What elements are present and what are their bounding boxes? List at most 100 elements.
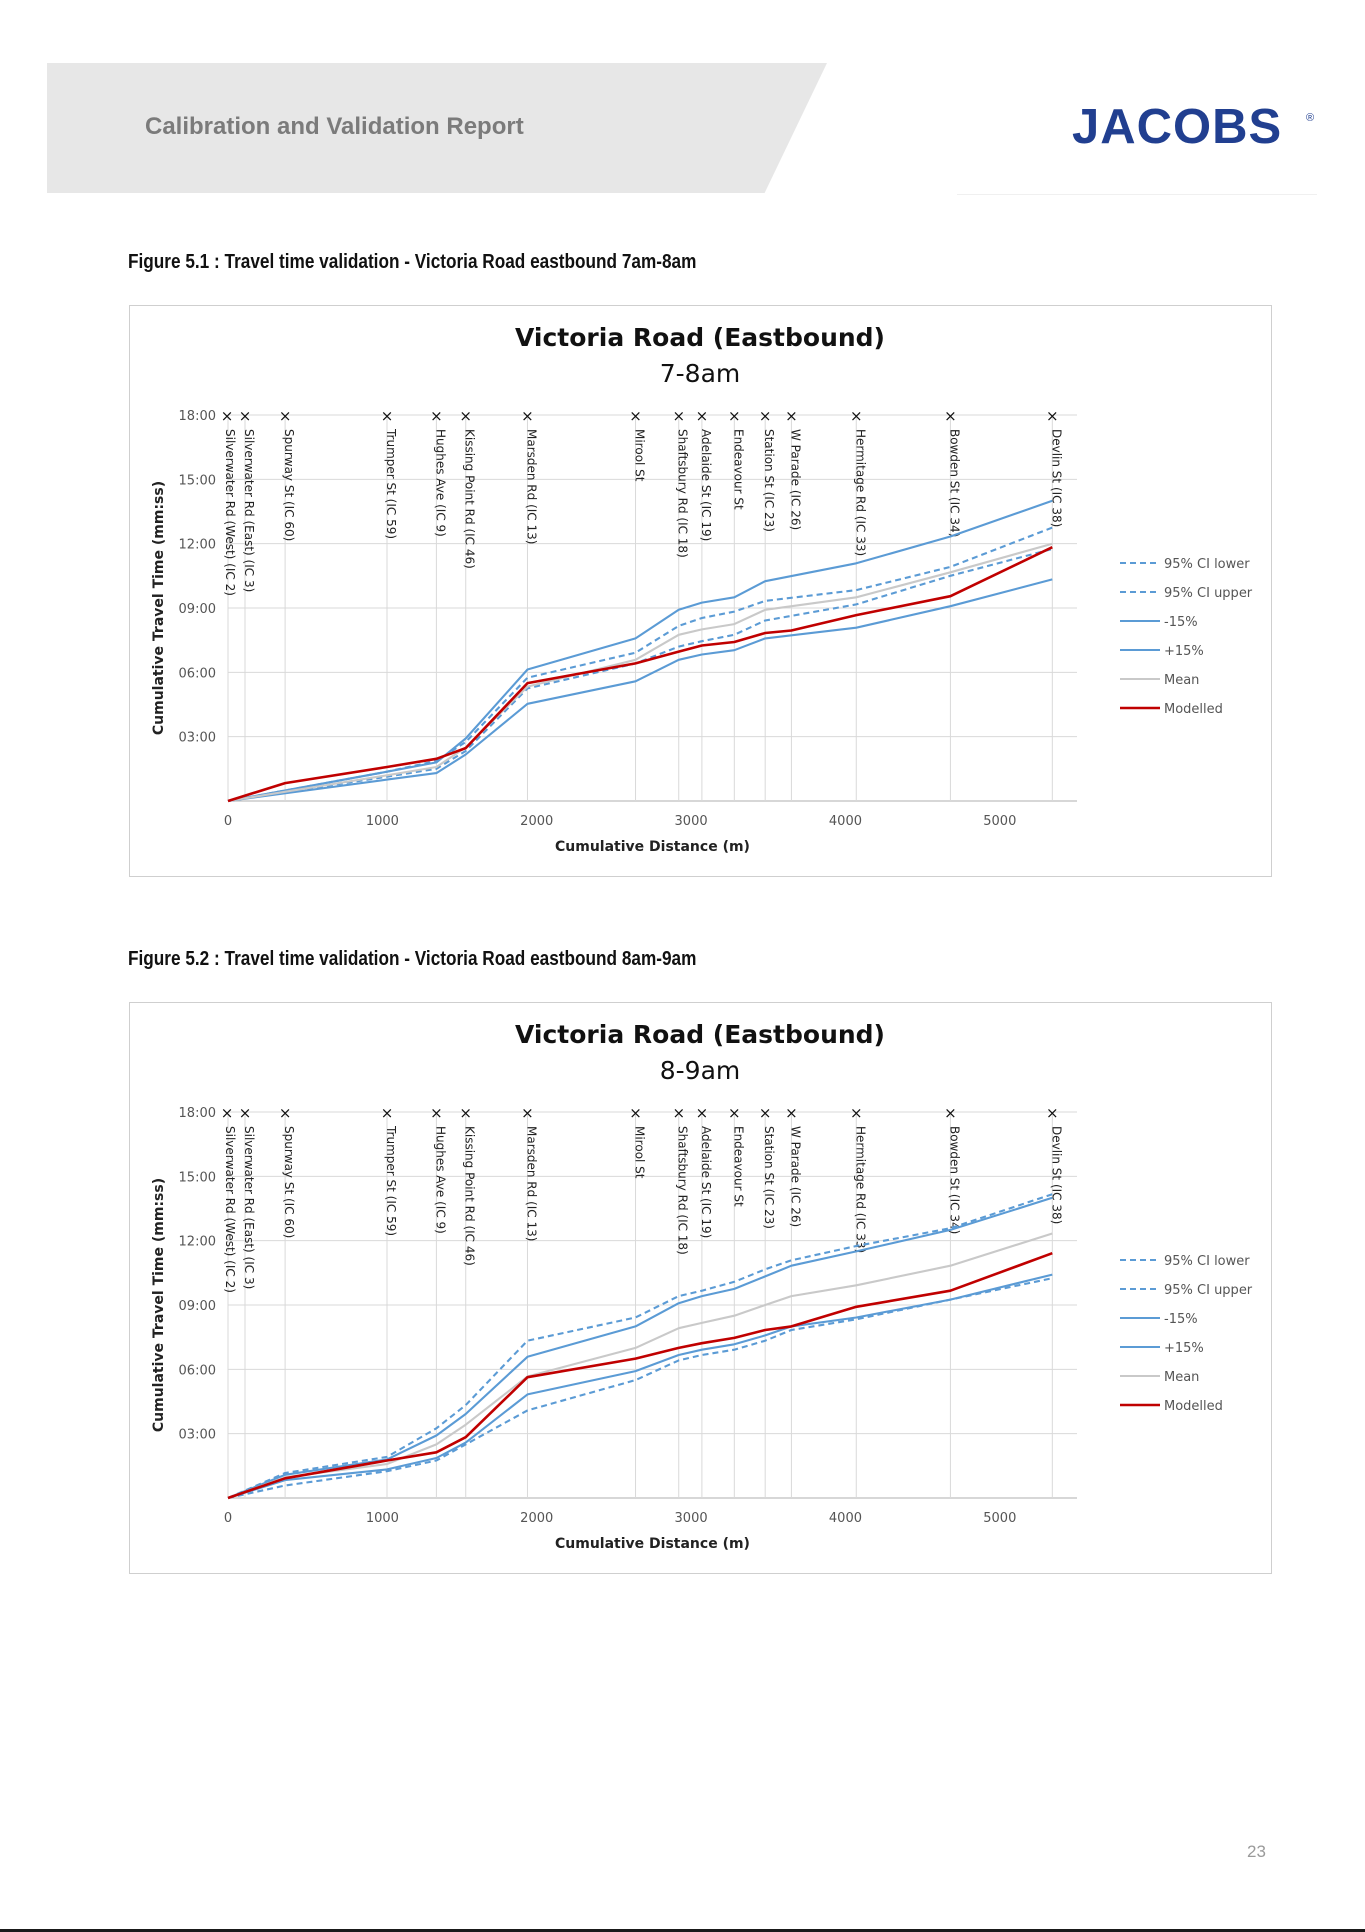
marker-label: Silverwater Rd (East) (IC 3) (242, 1126, 256, 1289)
marker-label: Shaftsbury Rd (IC 18) (676, 429, 690, 558)
marker-label: Endeavour St (731, 1126, 745, 1207)
marker-label: Hermitage Rd (IC 33) (853, 429, 867, 556)
marker-x: × (850, 407, 863, 425)
marker-label: Trumper St (IC 59) (384, 1125, 398, 1236)
marker-x: × (696, 407, 709, 425)
marker-label: Bowden St (IC 34) (947, 1126, 961, 1234)
jacobs-logo: JACOBS (1072, 100, 1283, 154)
marker-label: Kissing Point Rd (IC 46) (463, 1126, 477, 1266)
series-line--15- (227, 1196, 1053, 1499)
marker-x: × (629, 1104, 642, 1122)
marker-x: × (672, 1104, 685, 1122)
x-tick-label: 1000 (366, 814, 399, 829)
chart-frame-2: Victoria Road (Eastbound) 8-9am 03:00 06:00… (129, 1002, 1272, 1574)
chart-subtitle: 7-8am (660, 359, 741, 388)
y-axis-label: Cumulative Travel Time (mm:ss) (151, 481, 167, 735)
marker-x: × (759, 1104, 772, 1122)
bottom-rule (0, 1929, 1365, 1932)
y-tick-label: 18:00 (179, 409, 216, 424)
marker-label: Station St (IC 23) (762, 429, 776, 532)
marker-x: × (521, 407, 534, 425)
series-line-95-ci-upper (227, 1193, 1053, 1499)
marker-x: × (221, 407, 234, 425)
legend-label: -15% (1164, 615, 1198, 630)
y-tick-label: 06:00 (179, 1363, 216, 1378)
marker-x: × (728, 1104, 741, 1122)
marker-x: × (850, 1104, 863, 1122)
marker-x: × (944, 407, 957, 425)
series-line-95-ci-lower (227, 547, 1053, 803)
marker-x: × (239, 407, 252, 425)
marker-x: × (381, 407, 394, 425)
marker-x: × (279, 407, 292, 425)
y-tick-label: 09:00 (179, 1299, 216, 1314)
series-line-95-ci-upper (227, 526, 1053, 803)
x-tick-label: 2000 (520, 1511, 553, 1526)
marker-label: Marsden Rd (IC 13) (524, 429, 538, 544)
series-line-95-ci-lower (227, 1277, 1053, 1500)
x-tick-label: 3000 (675, 1511, 708, 1526)
marker-x: × (629, 407, 642, 425)
marker-label: Adelaide St (IC 19) (699, 1126, 713, 1238)
legend-label: Modelled (1164, 702, 1223, 717)
x-tick-label: 2000 (520, 814, 553, 829)
x-tick-label: 3000 (675, 814, 708, 829)
series-line--15- (227, 1273, 1053, 1500)
marker-label: Silverwater Rd (West) (IC 2) (223, 1126, 237, 1293)
marker-label: Spurway St (IC 60) (282, 1126, 296, 1238)
travel-time-chart-8-9am: Victoria Road (Eastbound) 8-9am 03:00 06:00… (151, 1020, 1253, 1552)
y-tick-label: 15:00 (179, 1170, 216, 1185)
marker-x: × (459, 407, 472, 425)
figure-caption-1: Figure 5.1 : Travel time validation - Vi… (128, 251, 697, 273)
chart-title: Victoria Road (Eastbound) (515, 1020, 885, 1049)
series-line-modelled (227, 546, 1053, 803)
marker-x: × (521, 1104, 534, 1122)
y-tick-label: 06:00 (179, 666, 216, 681)
header-rule (957, 194, 1317, 195)
legend-label: 95% CI upper (1164, 1283, 1253, 1298)
marker-x: × (239, 1104, 252, 1122)
x-tick-label: 0 (224, 814, 232, 829)
chart-subtitle: 8-9am (660, 1056, 741, 1085)
y-tick-label: 09:00 (179, 602, 216, 617)
x-tick-label: 5000 (983, 814, 1016, 829)
marker-label: Hughes Ave (IC 9) (433, 429, 447, 537)
y-tick-label: 03:00 (179, 1428, 216, 1443)
marker-label: Marsden Rd (IC 13) (524, 1126, 538, 1241)
marker-x: × (1046, 407, 1059, 425)
marker-label: Kissing Point Rd (IC 46) (463, 429, 477, 569)
header-band (47, 63, 827, 193)
marker-label: Spurway St (IC 60) (282, 429, 296, 541)
marker-x: × (944, 1104, 957, 1122)
report-title: Calibration and Validation Report (145, 113, 524, 140)
series-line--15- (227, 578, 1053, 803)
legend-label: 95% CI lower (1164, 557, 1250, 572)
x-tick-label: 1000 (366, 1511, 399, 1526)
marker-label: Adelaide St (IC 19) (699, 429, 713, 541)
page-number: 23 (1247, 1842, 1266, 1861)
y-tick-label: 15:00 (179, 473, 216, 488)
marker-x: × (381, 1104, 394, 1122)
travel-time-chart-7-8am: Victoria Road (Eastbound) 7-8am 03:00 06:00… (151, 323, 1253, 855)
series-line-mean (227, 1232, 1053, 1499)
series-line--15- (227, 499, 1053, 803)
legend-label: +15% (1164, 1341, 1204, 1356)
marker-label: Mirool St (633, 1126, 647, 1179)
legend-label: Mean (1164, 1370, 1199, 1385)
y-tick-label: 12:00 (179, 1235, 216, 1250)
legend-label: +15% (1164, 644, 1204, 659)
y-tick-label: 18:00 (179, 1106, 216, 1121)
marker-x: × (221, 1104, 234, 1122)
marker-x: × (430, 407, 443, 425)
marker-label: Hughes Ave (IC 9) (433, 1126, 447, 1234)
x-axis-label: Cumulative Distance (m) (555, 1536, 750, 1552)
marker-x: × (279, 1104, 292, 1122)
x-tick-label: 5000 (983, 1511, 1016, 1526)
chart-title: Victoria Road (Eastbound) (515, 323, 885, 352)
marker-x: × (430, 1104, 443, 1122)
marker-label: W Parade (IC 26) (788, 1126, 802, 1227)
marker-label: W Parade (IC 26) (788, 429, 802, 530)
legend-label: Modelled (1164, 1399, 1223, 1414)
y-tick-label: 12:00 (179, 538, 216, 553)
x-axis-label: Cumulative Distance (m) (555, 839, 750, 855)
